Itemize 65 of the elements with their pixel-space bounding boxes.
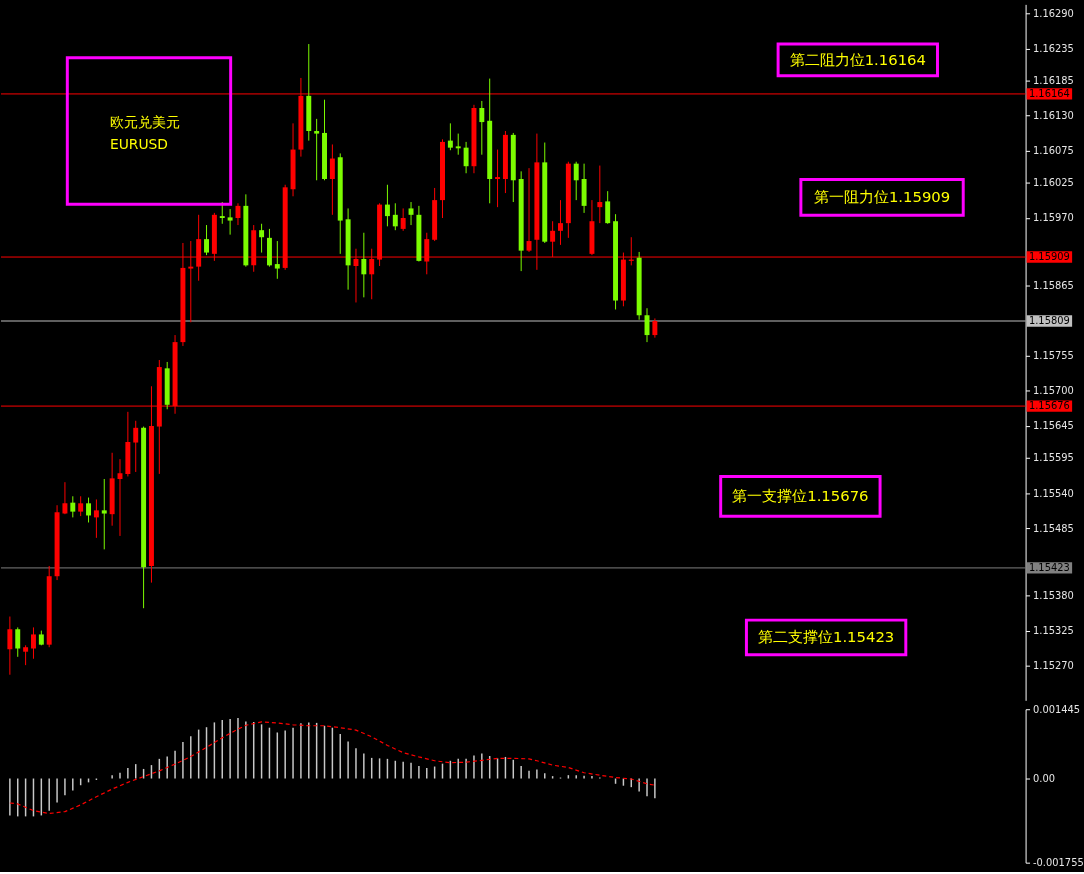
candlestick bbox=[463, 141, 469, 174]
y-tick-label: 0.001445 bbox=[1033, 703, 1081, 715]
y-tick-label: 1.15270 bbox=[1033, 660, 1074, 672]
candlestick bbox=[384, 184, 390, 227]
y-tick-label: 1.16235 bbox=[1033, 42, 1074, 54]
y-tick-label: 1.15380 bbox=[1033, 589, 1074, 601]
candlestick bbox=[219, 201, 225, 225]
annotation: 第一支撑位1.15676 bbox=[732, 487, 869, 505]
y-tick-label: 1.15645 bbox=[1033, 420, 1074, 432]
candlestick bbox=[479, 100, 485, 156]
ref-line-label: 1.16164 bbox=[1028, 87, 1070, 99]
y-tick-label: 1.15865 bbox=[1033, 279, 1074, 291]
y-tick-label: 1.15700 bbox=[1033, 385, 1074, 397]
ref-line-label: 1.15676 bbox=[1028, 400, 1070, 412]
candlestick bbox=[259, 223, 265, 254]
candlestick bbox=[78, 495, 84, 517]
candlestick bbox=[133, 420, 139, 473]
candlestick bbox=[652, 317, 658, 339]
y-tick-label: 1.15595 bbox=[1033, 452, 1074, 464]
candlestick bbox=[62, 481, 68, 515]
candlestick bbox=[361, 232, 367, 298]
y-tick-label: 1.15755 bbox=[1033, 350, 1074, 362]
y-tick-label: 0.00 bbox=[1033, 772, 1056, 784]
annotation: 第二阻力位1.16164 bbox=[789, 50, 926, 68]
y-tick-label: 1.15970 bbox=[1033, 212, 1074, 224]
annotation: 第二支撑位1.15423 bbox=[757, 628, 895, 646]
y-tick-label: 1.15540 bbox=[1033, 487, 1074, 499]
y-tick-label: 1.15485 bbox=[1033, 522, 1074, 534]
y-tick-label: 1.16075 bbox=[1033, 145, 1074, 157]
candlestick bbox=[329, 143, 335, 216]
candlestick bbox=[573, 161, 579, 201]
candlestick bbox=[31, 626, 36, 660]
ref-line-label: 1.15423 bbox=[1028, 561, 1070, 573]
annotation: 第一阻力位1.15909 bbox=[813, 188, 951, 206]
ref-line-label: 1.15809 bbox=[1028, 314, 1070, 326]
text: 欧元兑美元 bbox=[109, 114, 180, 131]
candlestick bbox=[455, 133, 461, 156]
y-tick-label: -0.001755 bbox=[1033, 857, 1084, 869]
candlestick bbox=[400, 207, 406, 232]
candlestick bbox=[101, 478, 107, 550]
candlestick bbox=[392, 202, 398, 231]
text: EURUSD bbox=[109, 135, 168, 152]
candlestick bbox=[86, 497, 92, 523]
candlestick bbox=[597, 165, 603, 224]
candlestick bbox=[447, 122, 453, 151]
candlestick bbox=[7, 616, 13, 676]
y-tick-label: 1.16185 bbox=[1033, 74, 1074, 86]
candlestick bbox=[495, 149, 501, 208]
y-tick-label: 1.16130 bbox=[1033, 110, 1074, 122]
candlestick bbox=[408, 201, 414, 226]
candlestick bbox=[204, 224, 209, 256]
candlestick bbox=[274, 240, 280, 280]
candlestick bbox=[93, 498, 99, 539]
y-tick-label: 1.16025 bbox=[1033, 177, 1074, 189]
candlestick bbox=[227, 208, 233, 236]
y-tick-label: 1.15325 bbox=[1033, 625, 1074, 637]
candlestick bbox=[23, 644, 29, 666]
candlestick bbox=[15, 626, 21, 658]
candlestick bbox=[558, 199, 563, 246]
y-tick-label: 1.16290 bbox=[1033, 7, 1074, 19]
line-series bbox=[9, 721, 656, 815]
ref-line-label: 1.15909 bbox=[1028, 251, 1070, 263]
candlestick bbox=[70, 495, 76, 518]
candlestick bbox=[314, 118, 320, 181]
candlestick bbox=[605, 190, 611, 225]
